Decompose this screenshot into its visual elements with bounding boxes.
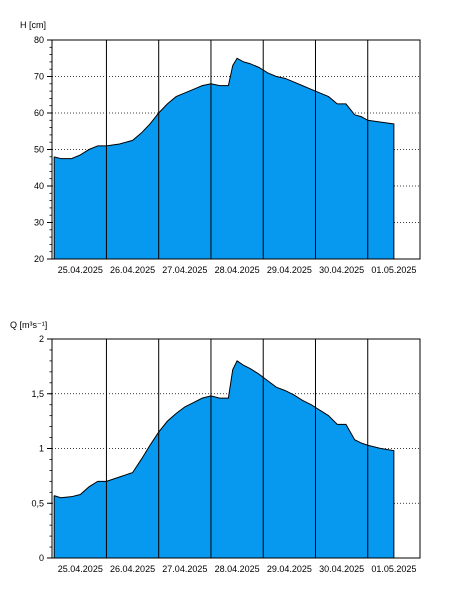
x-tick-label: 25.04.2025 — [58, 564, 103, 574]
x-tick-label: 27.04.2025 — [162, 564, 207, 574]
y-axis-label: H [cm] — [20, 20, 46, 30]
y-tick-label: 40 — [34, 181, 44, 191]
x-tick-label: 28.04.2025 — [215, 265, 260, 275]
x-tick-label: 25.04.2025 — [58, 265, 103, 275]
y-tick-label: 20 — [34, 254, 44, 264]
plot-frame — [51, 338, 421, 559]
y-tick-label: 30 — [34, 218, 44, 228]
water-level-chart: 25.04.2025 26.04.2025 27.04.2025 28.04.2025… — [20, 20, 421, 275]
y-tick-label: 2 — [39, 334, 44, 344]
y-axis-label: Q [m³s⁻¹] — [10, 320, 47, 330]
x-tick-label: 27.04.2025 — [162, 265, 207, 275]
x-tick-label: 30.04.2025 — [319, 564, 364, 574]
plot-frame — [51, 39, 421, 260]
y-tick-label: 80 — [34, 35, 44, 45]
x-tick-label: 01.05.2025 — [371, 564, 416, 574]
y-tick-label: 50 — [34, 145, 44, 155]
y-tick-label: 60 — [34, 108, 44, 118]
series-line — [54, 57, 395, 259]
x-tick-label: 29.04.2025 — [267, 564, 312, 574]
x-tick-label: 30.04.2025 — [319, 265, 364, 275]
y-tick-label: 1,5 — [31, 389, 44, 399]
y-tick-label: 1 — [39, 444, 44, 454]
y-tick-label: 0,5 — [31, 498, 44, 508]
x-tick-label: 29.04.2025 — [267, 265, 312, 275]
x-tick-label: 28.04.2025 — [215, 564, 260, 574]
series-area — [54, 360, 394, 558]
discharge-chart: 25.04.2025 26.04.2025 27.04.2025 28.04.2025… — [10, 320, 421, 574]
series-line — [54, 360, 395, 558]
x-tick-label: 26.04.2025 — [110, 564, 155, 574]
x-tick-label: 26.04.2025 — [110, 265, 155, 275]
x-tick-label: 01.05.2025 — [371, 265, 416, 275]
y-tick-label: 70 — [34, 72, 44, 82]
series-area — [54, 58, 394, 259]
y-tick-label: 0 — [39, 553, 44, 563]
